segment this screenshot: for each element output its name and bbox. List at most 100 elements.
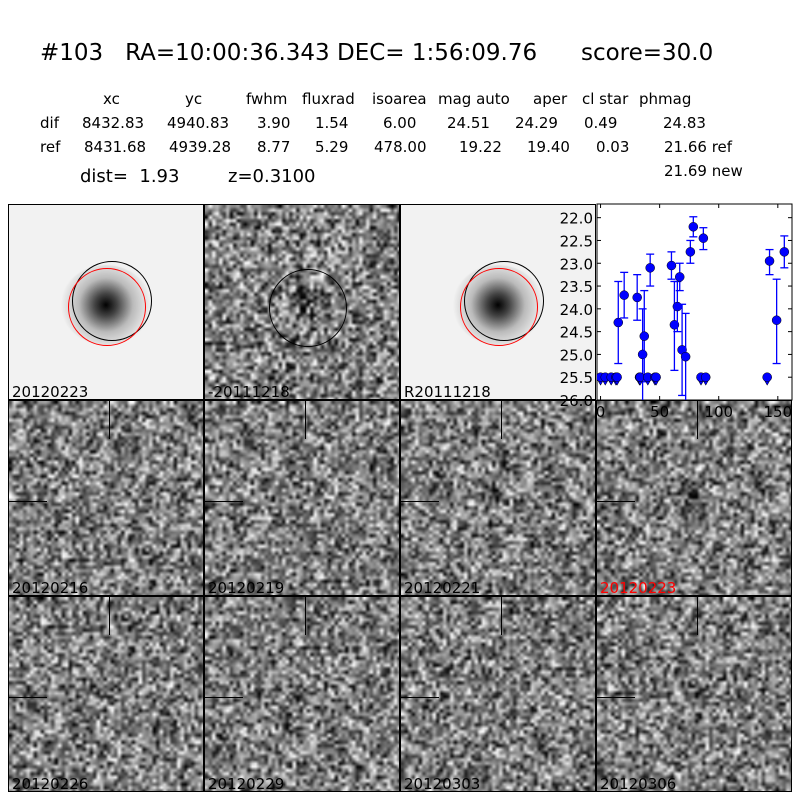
y-tick-label: 25.0 bbox=[560, 346, 593, 364]
crosshair-vertical bbox=[305, 597, 306, 635]
column-header: mag auto bbox=[438, 90, 510, 108]
x-tick-label: 0 bbox=[596, 403, 606, 421]
data-point bbox=[669, 320, 680, 330]
column-header: phmag bbox=[639, 90, 692, 108]
crosshair-horizontal bbox=[401, 501, 439, 502]
table-cell: 8.77 bbox=[257, 138, 291, 156]
data-point bbox=[680, 351, 691, 362]
data-point bbox=[779, 247, 790, 257]
y-tick-label: 25.5 bbox=[560, 369, 593, 387]
stamp-date-label: 20120223 bbox=[12, 383, 89, 400]
crosshair-vertical bbox=[501, 597, 502, 635]
x-tick-label: 150 bbox=[763, 403, 792, 421]
table-cell: 21.66 ref bbox=[664, 138, 733, 156]
redshift-value: z=0.3100 bbox=[228, 166, 316, 187]
plot-area bbox=[596, 203, 793, 401]
table-cell: 3.90 bbox=[257, 114, 291, 132]
table-cell: 4939.28 bbox=[169, 138, 232, 156]
stamp-date-label: 20120306 bbox=[600, 775, 677, 792]
crosshair-horizontal bbox=[205, 501, 243, 502]
data-point bbox=[685, 247, 696, 257]
y-tick-label: 24.5 bbox=[560, 324, 593, 342]
stamp-reference: R20111218 bbox=[400, 204, 596, 400]
table-cell: 0.03 bbox=[596, 138, 630, 156]
red-aperture-circle bbox=[68, 268, 146, 346]
stamp-date-label: 20120216 bbox=[12, 579, 89, 596]
upper-limit-point bbox=[762, 372, 772, 382]
row-label: dif bbox=[40, 114, 59, 132]
upper-limit-point bbox=[651, 372, 661, 382]
table-cell: 24.83 bbox=[663, 114, 706, 132]
table-cell: 4940.83 bbox=[167, 114, 230, 132]
column-header: cl star bbox=[582, 90, 629, 108]
data-point bbox=[619, 290, 629, 300]
column-header: xc bbox=[103, 90, 120, 108]
data-point bbox=[698, 233, 709, 243]
column-header: fluxrad bbox=[302, 90, 355, 108]
crosshair-vertical bbox=[305, 401, 306, 439]
crosshair-horizontal bbox=[597, 697, 635, 698]
stamp-date-label: 20120221 bbox=[404, 579, 481, 596]
stamp-new: 20120223 bbox=[8, 204, 204, 400]
stamp-date-label: 20120223 bbox=[600, 579, 677, 596]
stamp-image bbox=[597, 401, 791, 595]
table-cell: 478.00 bbox=[374, 138, 427, 156]
crosshair-vertical bbox=[501, 401, 502, 439]
table-cell: 1.54 bbox=[315, 114, 349, 132]
stamp-date-label: 20120226 bbox=[12, 775, 89, 792]
stamp-date-label: R20111218 bbox=[404, 383, 491, 400]
crosshair-horizontal bbox=[401, 697, 439, 698]
crosshair-horizontal bbox=[9, 697, 47, 698]
stamp-image bbox=[205, 401, 399, 595]
stamp-epoch: 20120219 bbox=[204, 400, 400, 596]
upper-limit-point bbox=[612, 372, 622, 382]
data-point bbox=[764, 256, 775, 266]
data-layer bbox=[597, 216, 790, 400]
data-point bbox=[674, 272, 685, 282]
data-point bbox=[639, 331, 650, 341]
y-tick-label: 23.5 bbox=[560, 278, 593, 296]
table-cell: 24.51 bbox=[447, 114, 490, 132]
red-aperture-circle bbox=[460, 268, 538, 346]
stamp-image bbox=[205, 597, 399, 791]
stamp-epoch: 20120229 bbox=[204, 596, 400, 792]
column-header: fwhm bbox=[246, 90, 288, 108]
upper-limit-point bbox=[700, 372, 711, 382]
y-tick-label: 26.0 bbox=[560, 392, 593, 410]
table-cell: 5.29 bbox=[315, 138, 349, 156]
stamp-date-label: -20111218 bbox=[208, 383, 290, 400]
data-point bbox=[672, 301, 683, 312]
data-point bbox=[637, 349, 648, 360]
stamp-image bbox=[401, 597, 595, 791]
data-point bbox=[645, 263, 655, 273]
stamp-epoch: 20120223 bbox=[596, 400, 792, 596]
column-header: yc bbox=[185, 90, 203, 108]
table-cell: 6.00 bbox=[383, 114, 417, 132]
x-tick-label: 100 bbox=[704, 403, 733, 421]
data-point bbox=[666, 260, 677, 271]
distance-value: dist= 1.93 bbox=[80, 166, 180, 187]
stamp-difference: -20111218 bbox=[204, 204, 400, 400]
crosshair-horizontal bbox=[597, 501, 635, 502]
new-mag-value: 21.69 new bbox=[664, 162, 743, 180]
stamp-image bbox=[401, 401, 595, 595]
y-tick-label: 24.0 bbox=[560, 301, 593, 319]
table-cell: 19.40 bbox=[527, 138, 570, 156]
crosshair-vertical bbox=[109, 597, 110, 635]
crosshair-vertical bbox=[109, 401, 110, 439]
data-point bbox=[688, 222, 699, 232]
table-cell: 24.29 bbox=[515, 114, 558, 132]
stamp-image bbox=[9, 401, 203, 595]
stamp-image bbox=[9, 597, 203, 791]
data-point bbox=[771, 315, 782, 325]
stamp-date-label: 20120303 bbox=[404, 775, 481, 792]
stamp-date-label: 20120219 bbox=[208, 579, 285, 596]
crosshair-horizontal bbox=[9, 501, 47, 502]
x-tick-label: 50 bbox=[650, 403, 669, 421]
candidate-title: #103 RA=10:00:36.343 DEC= 1:56:09.76 sco… bbox=[40, 40, 714, 66]
stamp-epoch: 20120226 bbox=[8, 596, 204, 792]
stamp-date-label: 20120229 bbox=[208, 775, 285, 792]
stamp-epoch: 20120306 bbox=[596, 596, 792, 792]
